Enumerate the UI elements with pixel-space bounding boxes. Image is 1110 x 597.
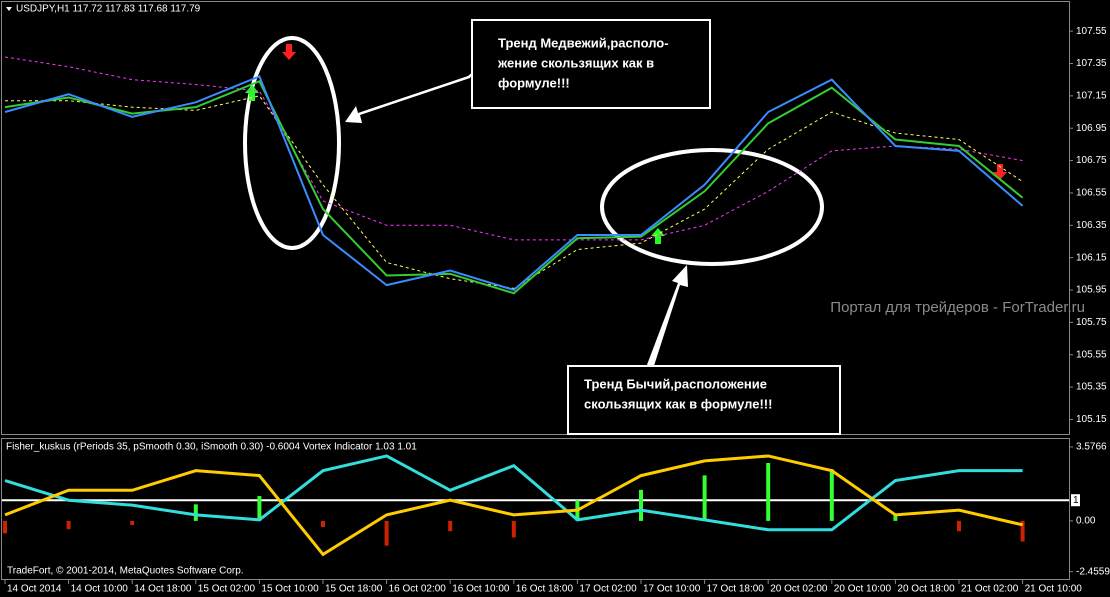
title-marker (6, 7, 12, 11)
note-line: жение скользящих как в (497, 55, 654, 70)
indicator-line (4, 454, 1023, 532)
y-tick-label: 106.15 (1076, 252, 1107, 263)
y-tick-label: 106.55 (1076, 188, 1107, 199)
y-tick-label: 105.55 (1076, 349, 1107, 360)
level-label: 1 (1073, 495, 1079, 506)
y-tick-label: 0.00 (1076, 516, 1096, 527)
y-tick-label: 106.75 (1076, 155, 1107, 166)
y-tick-label: 106.95 (1076, 123, 1107, 134)
histogram-bar (702, 475, 707, 521)
note-line: скользящих как в формуле!!! (584, 396, 772, 411)
annotation-shapes (243, 36, 824, 266)
x-tick-label: 20 Oct 18:00 (897, 584, 955, 595)
x-tick-label: 17 Oct 10:00 (643, 584, 701, 595)
level-label-box (1071, 494, 1080, 507)
histogram-bar (3, 520, 7, 534)
x-tick-label: 21 Oct 02:00 (961, 584, 1019, 595)
note-line: Тренд Бычий,расположение (584, 376, 767, 391)
y-tick-label: 105.35 (1076, 382, 1107, 393)
x-tick-label: 15 Oct 10:00 (261, 584, 319, 595)
main-frame (1, 1, 1070, 435)
histogram-bar (66, 520, 71, 530)
x-tick-label: 20 Oct 10:00 (834, 584, 892, 595)
footer: TradeFort, © 2001-2014, MetaQuotes Softw… (7, 566, 244, 577)
histogram-bar (829, 469, 834, 521)
y-tick-label: 3.5766 (1076, 442, 1107, 453)
y-tick-label: 107.55 (1076, 26, 1107, 37)
histogram-bar (957, 520, 961, 532)
histogram-bar (1020, 520, 1025, 542)
chart-title: USDJPY,H1 117.72 117.83 117.68 117.79 (16, 4, 201, 15)
histogram-bar (448, 520, 453, 532)
buy-arrow (245, 85, 259, 101)
x-tick-label: 16 Oct 10:00 (452, 584, 510, 595)
histogram-bar (193, 504, 198, 521)
x-tick-label: 16 Oct 02:00 (389, 584, 447, 595)
y-tick-label: 105.95 (1076, 285, 1107, 296)
histogram-bar (130, 520, 135, 526)
histogram-bar (384, 520, 389, 546)
ellipse (600, 148, 824, 266)
x-tick-label: 17 Oct 18:00 (707, 584, 765, 595)
notes: Тренд Медвежий,располо- жение скользящих… (497, 35, 772, 411)
note-box (471, 19, 711, 109)
y-tick-label: 107.15 (1076, 90, 1107, 101)
y-tick-label: 105.75 (1076, 317, 1107, 328)
histogram-bar (893, 514, 898, 521)
x-tick-label: 15 Oct 02:00 (198, 584, 256, 595)
histogram-bar (639, 489, 643, 521)
y-tick-label: 106.35 (1076, 220, 1107, 231)
y-tick-label: -2.4559 (1076, 566, 1110, 577)
ellipse (243, 36, 341, 250)
x-tick-label: 17 Oct 02:00 (579, 584, 637, 595)
x-tick-label: 14 Oct 2014 (7, 584, 62, 595)
x-tick-label: 14 Oct 18:00 (134, 584, 192, 595)
y-tick-label: 107.35 (1076, 58, 1107, 69)
x-tick-label: 21 Oct 10:00 (1025, 584, 1083, 595)
x-tick-label: 20 Oct 02:00 (770, 584, 828, 595)
note-line: Тренд Медвежий,располо- (498, 35, 669, 50)
arrow (645, 265, 688, 372)
indicator-title: Fisher_kuskus (rPeriods 35, pSmooth 0.30… (6, 442, 417, 453)
x-tick-label: 14 Oct 10:00 (71, 584, 129, 595)
x-tick-label: 16 Oct 18:00 (516, 584, 574, 595)
histogram-bar (321, 520, 325, 528)
indicator-line (4, 454, 1023, 557)
histogram-bar (257, 496, 262, 521)
indicator-frame (1, 438, 1070, 580)
note-line: формуле!!! (498, 75, 570, 90)
x-tick-label: 15 Oct 18:00 (325, 584, 383, 595)
y-tick-label: 105.15 (1076, 414, 1107, 425)
histogram-bar (766, 462, 771, 521)
ma-line (4, 75, 1024, 292)
ma-line (4, 56, 1023, 241)
arrow (345, 70, 475, 123)
sell-arrow (282, 44, 296, 60)
histogram-bar (511, 520, 516, 538)
ma-line (4, 80, 1024, 295)
note-box (567, 365, 841, 435)
watermark: Портал для трейдеров - ForTrader.ru (830, 299, 1085, 316)
